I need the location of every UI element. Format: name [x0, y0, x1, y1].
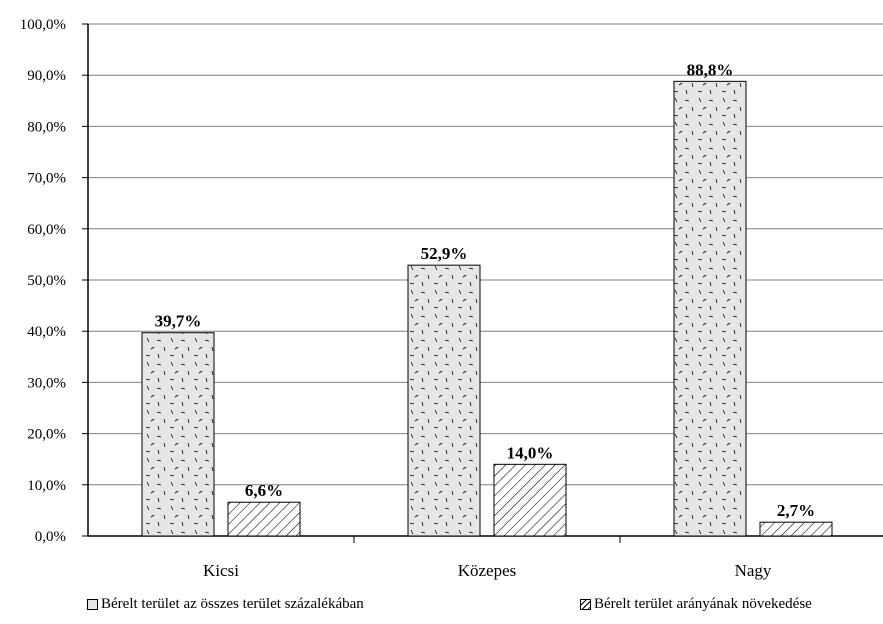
- legend-swatch-dots: [87, 599, 98, 610]
- data-labels: 39,7% 6,6% 52,9% 14,0% 88,8% 2,7%: [155, 60, 816, 520]
- axes: 0,0% 10,0% 20,0% 30,0% 40,0% 50,0% 60,0% 70,0% 8…: [20, 17, 883, 580]
- bar-chart: 0,0% 10,0% 20,0% 30,0% 40,0% 50,0% 60,0% 70,0% 8…: [20, 17, 883, 580]
- bar-series-2: [227, 501, 301, 537]
- bar-series-2: [759, 521, 833, 537]
- legend-item-series-2: Bérelt terület arányának növekedése: [580, 596, 812, 613]
- x-tick-label: Közepes: [458, 561, 517, 580]
- legend-label-series-2: Bérelt terület arányának növekedése: [594, 596, 812, 612]
- bar-series-1: [141, 332, 215, 537]
- gridlines: [88, 23, 883, 486]
- y-tick-label: 100,0%: [20, 17, 66, 33]
- data-label: 14,0%: [507, 443, 554, 462]
- data-label: 6,6%: [245, 481, 283, 500]
- bar-series-1: [673, 80, 747, 537]
- data-label: 88,8%: [687, 60, 734, 79]
- data-label: 2,7%: [777, 501, 815, 520]
- y-tick-label: 60,0%: [27, 222, 66, 238]
- legend-label-series-1: Bérelt terület az összes terület százalé…: [101, 596, 364, 612]
- y-tick-label: 20,0%: [27, 427, 66, 443]
- data-label: 52,9%: [421, 244, 468, 263]
- legend-swatch-hatch: [580, 599, 591, 610]
- bars: [141, 80, 833, 537]
- legend: Bérelt terület az összes terület százalé…: [0, 596, 883, 624]
- y-tick-label: 40,0%: [27, 324, 66, 340]
- data-label: 39,7%: [155, 312, 202, 331]
- bar-series-1: [407, 264, 481, 537]
- y-tick-label: 10,0%: [27, 478, 66, 494]
- y-tick-label: 0,0%: [35, 529, 66, 545]
- y-tick-label: 90,0%: [27, 68, 66, 84]
- y-tick-label: 50,0%: [27, 273, 66, 289]
- y-tick-label: 30,0%: [27, 375, 66, 391]
- y-tick-label: 80,0%: [27, 119, 66, 135]
- x-tick-label: Kicsi: [203, 561, 239, 580]
- legend-item-series-1: Bérelt terület az összes terület százalé…: [87, 596, 364, 613]
- x-tick-label: Nagy: [735, 561, 772, 580]
- bar-series-2: [493, 463, 567, 537]
- y-tick-label: 70,0%: [27, 171, 66, 187]
